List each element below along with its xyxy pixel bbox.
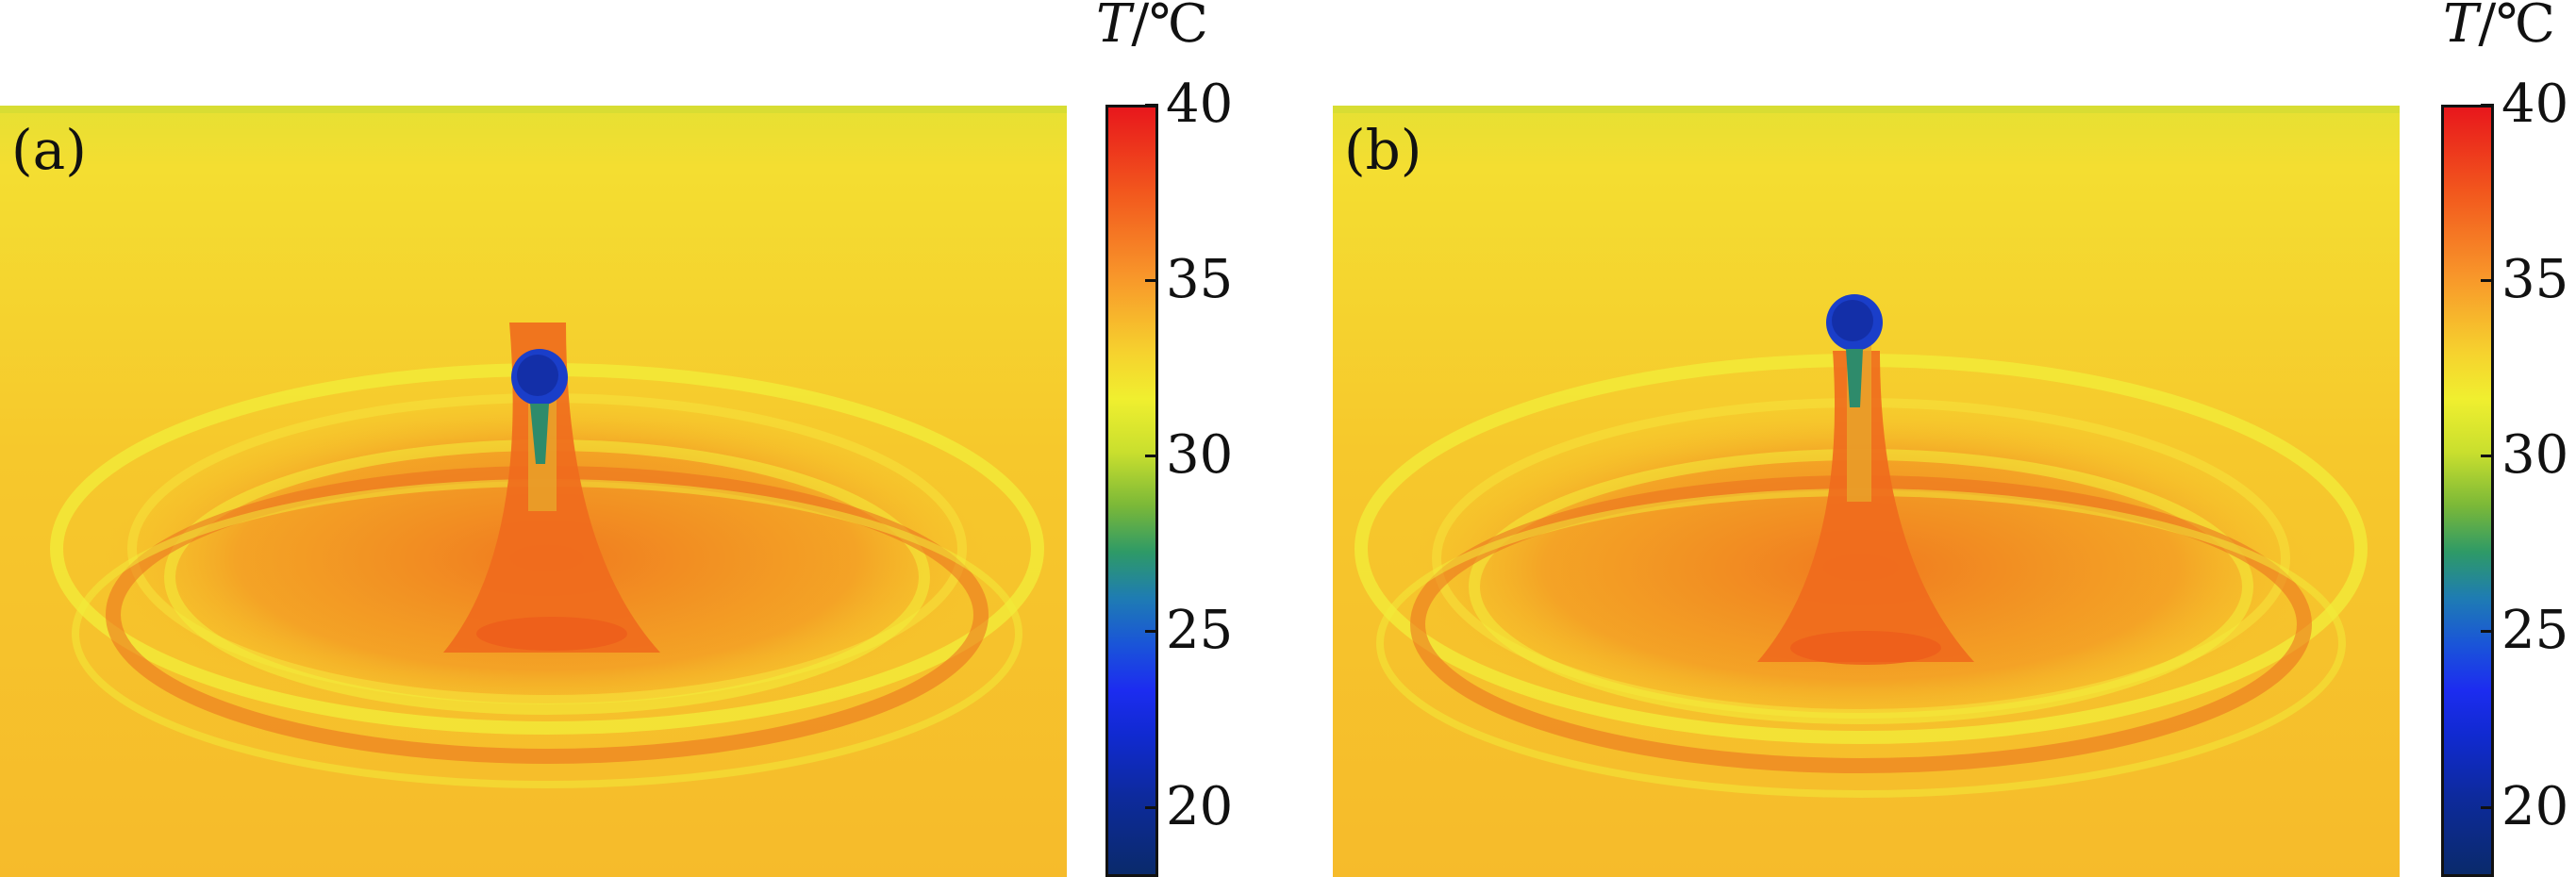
colorbar-b-tick — [2481, 104, 2494, 107]
colorbar-a-tick-label: 35 — [1166, 249, 1234, 311]
colorbar-b-tick — [2481, 630, 2494, 634]
colorbar-b-tick-label: 25 — [2501, 600, 2569, 662]
colorbar-a-tick-label: 20 — [1166, 775, 1234, 837]
colorbar-a-tick-label: 25 — [1166, 600, 1234, 662]
colorbar-b-tick-label: 30 — [2501, 424, 2569, 487]
colorbar-b-tick-label: 35 — [2501, 249, 2569, 311]
colorbar-a-tick-label: 40 — [1166, 74, 1234, 135]
thermal-image-b-graphic — [1333, 106, 2400, 877]
colorbar-a-tick — [1145, 104, 1158, 107]
colorbar-a-tick-label: 30 — [1166, 424, 1234, 487]
thermal-image-b: (b) — [1333, 106, 2400, 877]
colorbar-a-tick — [1145, 630, 1158, 634]
thermal-image-a: (a) — [0, 106, 1067, 877]
colorbar-b-tick-label: 40 — [2501, 74, 2569, 135]
thermal-image-a-graphic — [0, 106, 1067, 877]
colorbar-b-title-var: T — [2443, 0, 2479, 55]
colorbar-b — [2441, 105, 2494, 877]
colorbar-a-title-unit: /℃ — [1131, 0, 1208, 55]
colorbar-b-title-unit: /℃ — [2478, 0, 2555, 55]
colorbar-b-tick-label: 20 — [2501, 775, 2569, 837]
colorbar-b-tick — [2481, 805, 2494, 809]
colorbar-a-title: T/℃ — [1096, 0, 1208, 51]
colorbar-a-title-var: T — [1096, 0, 1132, 55]
colorbar-b-title: T/℃ — [2443, 0, 2555, 51]
panel-label-b: (b) — [1344, 118, 1422, 182]
colorbar-a-tick — [1145, 805, 1158, 809]
colorbar-a-tick — [1145, 279, 1158, 283]
panel-label-a: (a) — [11, 118, 87, 182]
colorbar-b-tick — [2481, 455, 2494, 458]
colorbar-a — [1105, 105, 1158, 877]
colorbar-a-tick — [1145, 455, 1158, 458]
colorbar-b-tick — [2481, 279, 2494, 283]
